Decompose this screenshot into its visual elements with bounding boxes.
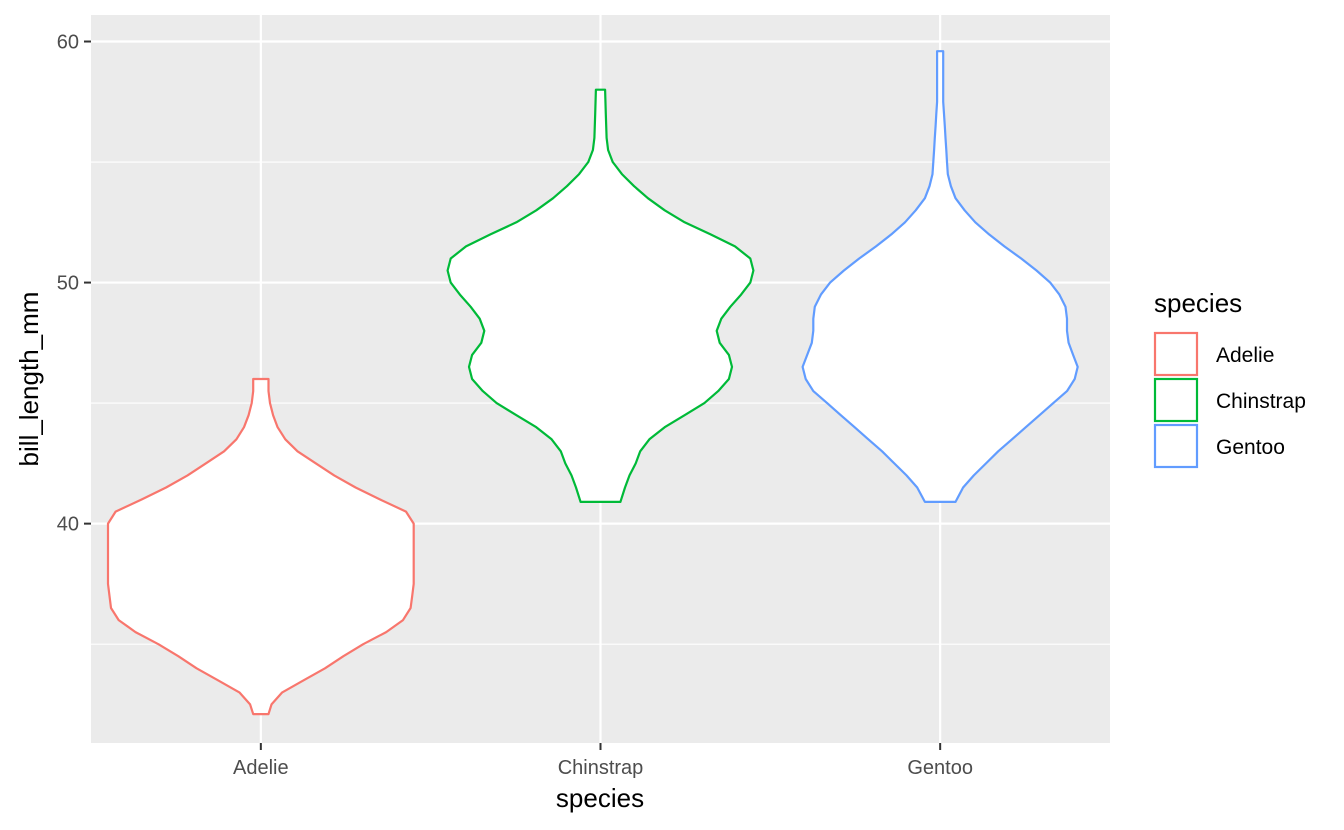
legend-label-chinstrap: Chinstrap	[1216, 390, 1306, 413]
y-axis-title: bill_length_mm	[14, 292, 44, 467]
legend: species Adelie Chinstrap Gentoo	[1153, 288, 1306, 469]
violin-adelie	[106, 377, 415, 716]
y-tick-label: 60	[57, 32, 79, 54]
legend-label-gentoo: Gentoo	[1216, 436, 1285, 459]
x-tick-label: Gentoo	[907, 757, 973, 779]
violin-layer	[106, 50, 1079, 716]
legend-title: species	[1154, 288, 1242, 318]
x-tick-label: Chinstrap	[558, 757, 644, 779]
legend-key-gentoo	[1153, 423, 1199, 469]
violin-gentoo	[801, 50, 1079, 503]
legend-label-adelie: Adelie	[1216, 344, 1274, 367]
y-tick-label: 40	[57, 514, 79, 536]
x-axis-title: species	[556, 783, 644, 813]
axis-layer: 40 50 60 Adelie Chinstrap Gentoo	[57, 32, 973, 779]
y-tick-label: 50	[57, 273, 79, 295]
legend-key-adelie	[1153, 331, 1199, 377]
violin-chinstrap	[446, 88, 755, 503]
legend-key-chinstrap	[1153, 377, 1199, 423]
x-tick-label: Adelie	[233, 757, 289, 779]
